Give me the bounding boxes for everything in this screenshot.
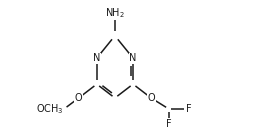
Text: N: N [129,53,137,63]
Text: OCH$_3$: OCH$_3$ [37,102,64,116]
Text: F: F [166,119,171,129]
Text: O: O [147,93,155,103]
Text: N: N [93,53,101,63]
Text: F: F [186,104,192,114]
Text: NH$_2$: NH$_2$ [105,6,125,20]
Text: O: O [75,93,83,103]
